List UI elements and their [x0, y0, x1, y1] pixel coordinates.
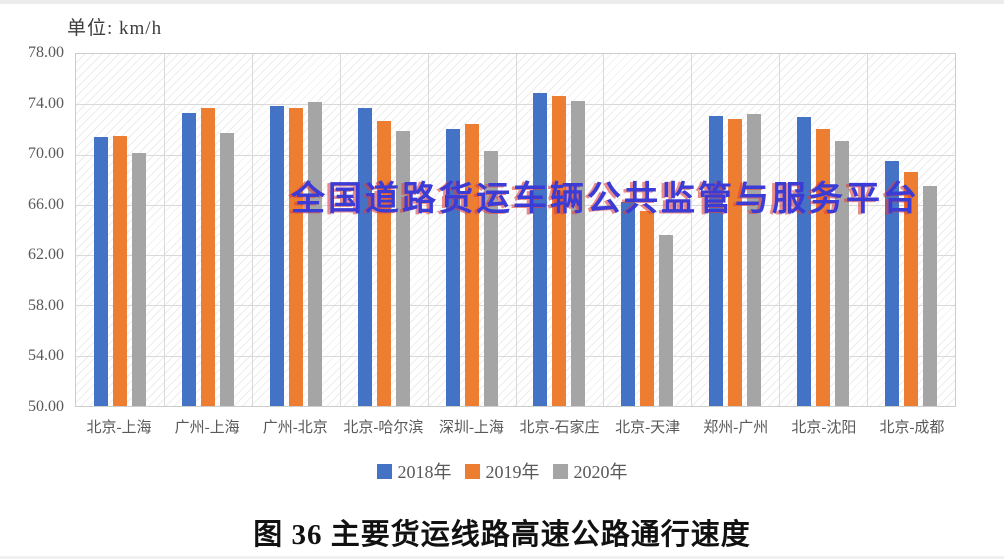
bar-2018年	[885, 160, 900, 406]
y-tick-label: 58.00	[28, 296, 64, 314]
x-category-label: 北京-天津	[615, 420, 681, 436]
unit-label: 单位: km/h	[67, 18, 163, 39]
top-edge-strip	[0, 0, 1004, 4]
legend-item-2020年: 2020年	[552, 458, 628, 484]
y-tick-label: 70.00	[28, 145, 64, 163]
bar-2018年	[269, 105, 284, 406]
bar-2020年	[747, 114, 762, 406]
bar-2018年	[357, 108, 372, 406]
x-category-label: 北京-上海	[86, 420, 152, 436]
legend-swatch	[376, 463, 392, 479]
x-category-label: 郑州-广州	[703, 420, 769, 436]
bar-2020年	[395, 130, 410, 406]
bar-2020年	[659, 235, 674, 406]
bar-group-10	[867, 54, 955, 406]
bar-2020年	[835, 140, 850, 406]
bar-2020年	[571, 100, 586, 406]
x-category-label: 广州-北京	[262, 420, 328, 436]
bar-group-6	[516, 54, 604, 406]
bar-2020年	[483, 150, 498, 406]
bar-2019年	[464, 124, 479, 406]
bottom-edge-strip	[0, 556, 1004, 559]
x-axis-labels: 北京-上海 广州-上海 广州-北京 北京-哈尔滨 深圳-上海 北京-石家庄 北京-天津 郑州-…	[75, 416, 956, 440]
bar-group-9	[779, 54, 867, 406]
x-category-label: 北京-哈尔滨	[343, 420, 424, 436]
legend: 2018年 2019年 2020年	[0, 458, 1004, 484]
bar-group-2	[164, 54, 252, 406]
x-category-label: 北京-石家庄	[519, 420, 600, 436]
bar-2019年	[728, 119, 743, 406]
legend-label: 2018年	[397, 462, 452, 482]
bar-2019年	[112, 135, 127, 406]
x-category-label: 深圳-上海	[438, 420, 504, 436]
plot-area	[75, 53, 956, 407]
bar-group-5	[428, 54, 516, 406]
vertical-gridline	[691, 54, 693, 406]
bar-2019年	[552, 95, 567, 406]
vertical-gridline	[603, 54, 605, 406]
y-axis: 78.00 74.00 70.00 66.00 62.00 58.00 54.00 50.00	[0, 44, 66, 415]
bar-2018年	[797, 116, 812, 406]
bar-2019年	[640, 211, 655, 406]
bar-group-1	[76, 54, 164, 406]
figure-caption: 图 36 主要货运线路高速公路通行速度	[253, 519, 751, 551]
bar-group-3	[252, 54, 340, 406]
bar-group-4	[340, 54, 428, 406]
bar-2018年	[709, 115, 724, 406]
y-tick-label: 78.00	[28, 44, 64, 61]
legend-swatch	[552, 463, 568, 479]
y-tick-label: 66.00	[28, 195, 64, 213]
vertical-gridline	[251, 54, 253, 406]
bar-2019年	[288, 108, 303, 406]
bar-2019年	[904, 172, 919, 406]
legend-item-2018年: 2018年	[376, 458, 452, 484]
vertical-gridline	[867, 54, 869, 406]
vertical-gridline	[163, 54, 165, 406]
bar-group-8	[691, 54, 779, 406]
bar-2018年	[445, 129, 460, 406]
bar-2018年	[93, 136, 108, 406]
legend-swatch	[464, 463, 480, 479]
bar-2020年	[219, 133, 234, 406]
bar-2018年	[533, 92, 548, 406]
x-category-label: 北京-成都	[879, 420, 945, 436]
legend-label: 2020年	[573, 462, 628, 482]
bar-2018年	[181, 113, 196, 406]
vertical-gridline	[427, 54, 429, 406]
y-tick-label: 62.00	[28, 246, 64, 264]
x-category-label: 北京-沈阳	[791, 420, 857, 436]
bar-2020年	[923, 186, 938, 406]
legend-label: 2019年	[485, 462, 540, 482]
vertical-gridline	[779, 54, 781, 406]
bar-group-7	[603, 54, 691, 406]
bar-2019年	[200, 108, 215, 406]
vertical-gridline	[515, 54, 517, 406]
watermark-text: 全国道路货运车辆公共监管与服务平台	[291, 180, 920, 218]
legend-item-2019年: 2019年	[464, 458, 540, 484]
bar-2019年	[816, 129, 831, 406]
x-category-label: 广州-上海	[174, 420, 240, 436]
vertical-gridline	[339, 54, 341, 406]
y-tick-label: 54.00	[28, 347, 64, 365]
bar-2018年	[621, 202, 636, 406]
y-tick-label: 74.00	[28, 94, 64, 112]
bar-2020年	[131, 153, 146, 406]
bar-2019年	[376, 120, 391, 406]
y-tick-label: 50.00	[28, 398, 64, 415]
bar-2020年	[307, 101, 322, 406]
